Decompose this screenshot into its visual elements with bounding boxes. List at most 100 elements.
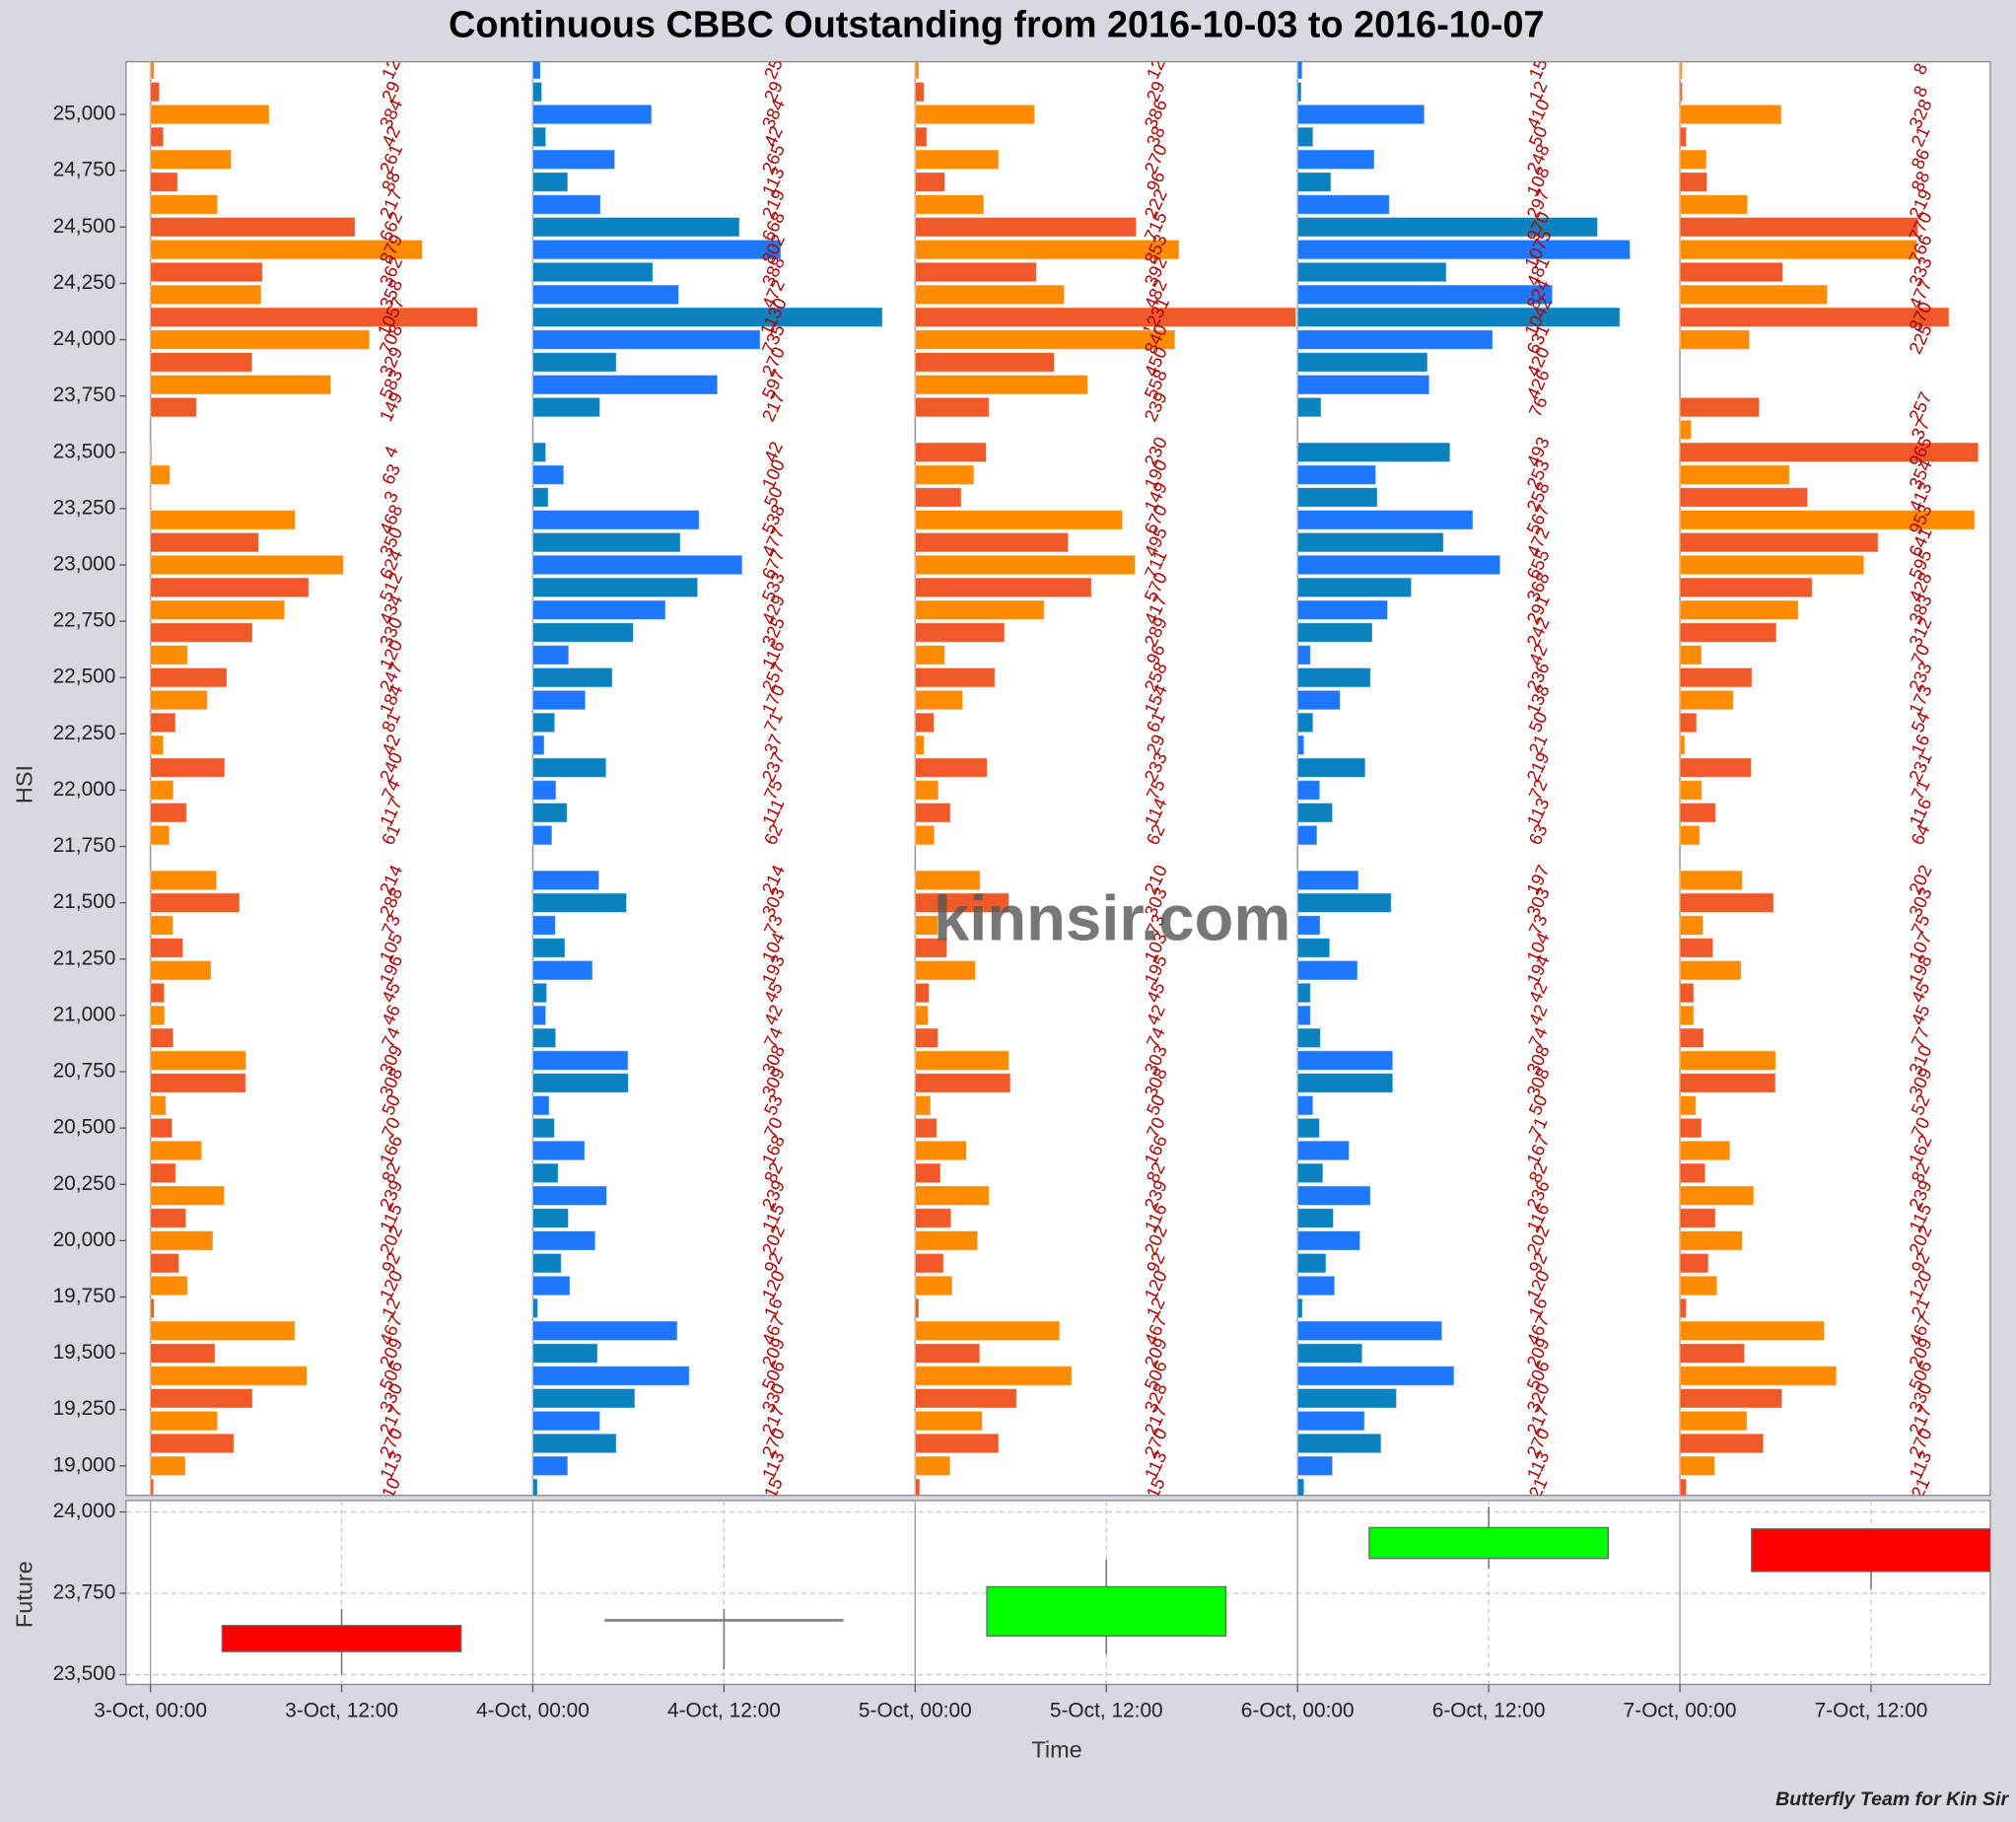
bar [1679,735,1686,756]
bar [1679,554,1865,576]
bar [914,149,1000,171]
bar [1679,577,1813,598]
bar [1679,1410,1748,1432]
bar [1296,396,1322,418]
bar [531,938,566,958]
bar [531,172,569,192]
bar [150,1478,155,1496]
bar [914,1387,1017,1409]
bar [150,757,226,778]
bar [1296,938,1331,958]
bar [914,735,925,756]
bar [1679,509,1976,530]
bar [1296,1185,1371,1207]
bar [1679,149,1707,171]
y-tick-label: 23,500 [53,1662,116,1685]
bar [531,1050,629,1071]
y-tick-label: 23,000 [53,552,116,575]
bar [1296,1230,1361,1251]
bar [150,1275,188,1296]
bar [914,645,945,666]
y-tick-label: 19,250 [53,1397,116,1420]
bar [1296,1252,1327,1274]
y-tick-label: 20,750 [53,1060,116,1083]
bar [531,1094,550,1116]
y-tick-label: 20,000 [53,1228,116,1251]
bar [914,216,1138,238]
candle-body [986,1585,1227,1637]
bar [1296,216,1599,238]
y-tick-label: 22,750 [53,609,116,632]
bar [150,1320,296,1342]
y-tick-label: 21,250 [53,946,116,969]
bar [1296,531,1444,553]
bar [1679,1230,1743,1251]
bar [914,757,988,778]
bar [914,1455,951,1477]
bar [531,712,556,734]
bar [150,1094,167,1116]
bar [914,464,975,485]
y-tick-label: 21,750 [53,834,116,857]
bar [1296,284,1554,306]
bar [1679,1275,1718,1296]
bar [914,1094,932,1116]
bar [914,1185,990,1207]
bar [150,1252,180,1274]
bar [1296,126,1314,148]
bar [1679,104,1782,125]
bar [150,1027,174,1049]
bar [150,374,332,395]
bar [914,1230,979,1251]
bar [531,464,565,485]
bar [1679,1366,1838,1386]
bar [531,1366,690,1386]
bar [1679,1185,1755,1207]
x-tick-label: 5-Oct, 12:00 [1050,1699,1163,1721]
x-tick-label: 6-Oct, 00:00 [1241,1699,1355,1721]
bar [1296,1455,1334,1477]
y-tick-label: 21,500 [53,890,116,913]
bar [150,126,165,148]
bar [914,396,990,418]
bar [914,352,1056,373]
bar [531,780,557,801]
bar [1296,261,1447,283]
bar [914,126,928,148]
bar [150,352,253,373]
bar [531,487,549,508]
bar [150,1455,186,1477]
bar [1679,959,1742,981]
bar [1296,1320,1443,1342]
bar [531,1185,608,1207]
bar [150,1410,219,1432]
bar [1679,419,1693,441]
bar [914,1208,952,1228]
bar [914,1366,1073,1386]
bar [150,622,253,643]
bar [914,1140,967,1161]
bar [1679,1027,1704,1049]
x-tick-label: 3-Oct, 00:00 [94,1699,207,1721]
footer: Butterfly Team for Kin Sir [1775,1788,2009,1810]
bar [150,735,165,756]
bar [1679,870,1743,891]
bar [914,104,1035,125]
bar [150,780,174,801]
bar [1679,712,1698,734]
y-tick-label: 24,250 [53,271,116,294]
bar [150,1208,187,1228]
bar [531,757,607,778]
bar [531,531,681,553]
bar [914,599,1045,621]
bar [914,1073,1011,1093]
bar [914,802,951,823]
x-tick-label: 3-Oct, 12:00 [285,1699,398,1721]
bar [914,1027,939,1049]
bar [1296,1094,1314,1116]
bar [150,1366,308,1386]
y-tick-label: 19,000 [53,1453,116,1476]
bar [531,1117,555,1139]
y-tick-label: 22,500 [53,666,116,688]
bar [1679,442,1980,463]
